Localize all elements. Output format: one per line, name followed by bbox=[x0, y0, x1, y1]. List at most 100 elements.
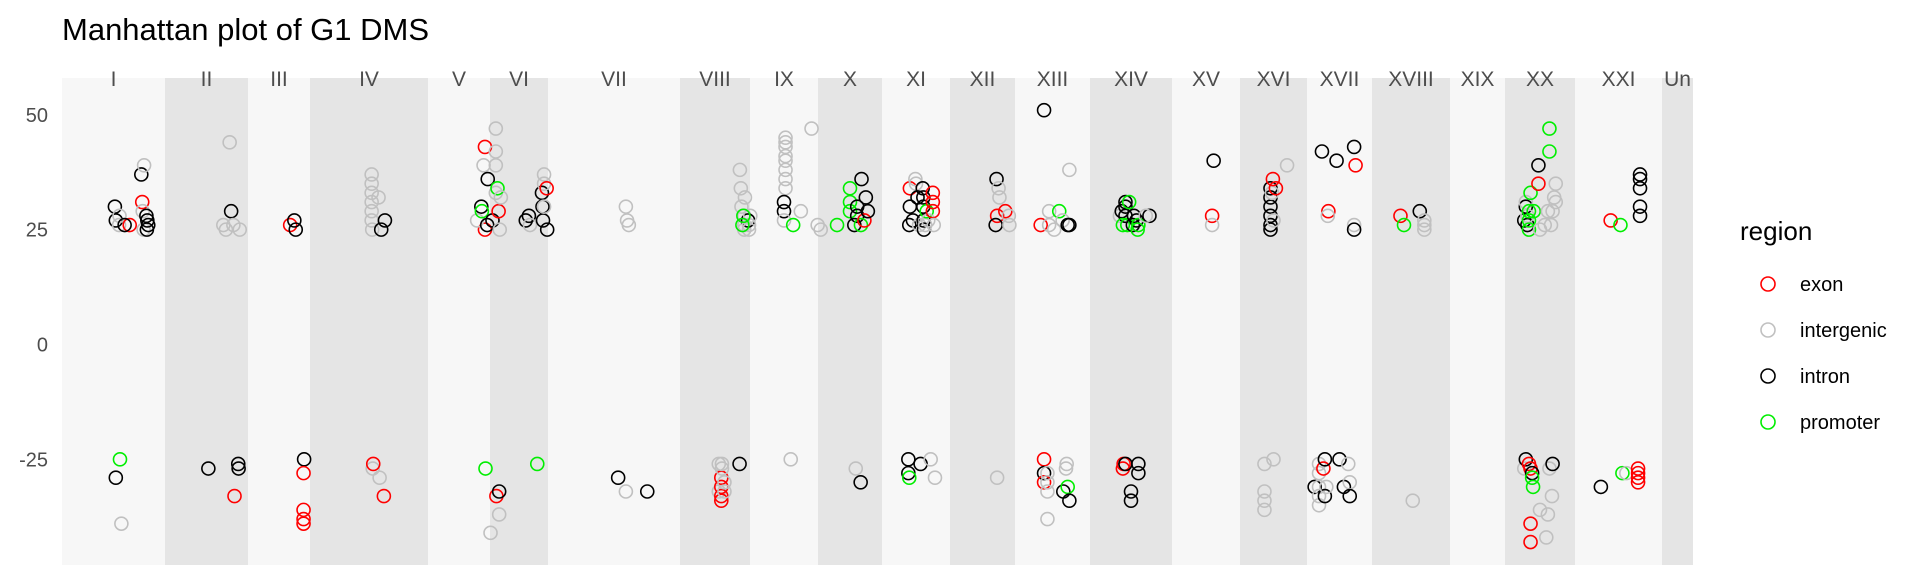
point-VIII-exon bbox=[713, 493, 729, 508]
point-IX-intergenic bbox=[778, 171, 793, 187]
legend-label-intergenic: intergenic bbox=[1800, 320, 1887, 342]
point-XX-intron bbox=[1518, 452, 1534, 467]
point-VIII-intron bbox=[732, 456, 747, 472]
point-IX-intron bbox=[776, 203, 792, 219]
point-V-exon bbox=[491, 203, 506, 219]
panel-bg-XI bbox=[882, 78, 950, 565]
point-VII-intergenic bbox=[618, 199, 634, 214]
point-III-intron bbox=[296, 452, 312, 467]
legend-key-intron bbox=[1760, 368, 1776, 384]
point-IX-intergenic bbox=[778, 153, 793, 168]
point-X-promoter bbox=[842, 194, 858, 210]
point-IX-intergenic bbox=[813, 222, 829, 237]
panel-bg-XIII bbox=[1015, 78, 1090, 565]
point-XV-exon bbox=[1204, 208, 1220, 224]
point-VII-intergenic bbox=[621, 217, 637, 233]
point-XVII-exon bbox=[1348, 157, 1363, 173]
y-tick-label: 0 bbox=[37, 334, 48, 356]
point-XVI-intergenic bbox=[1266, 452, 1281, 467]
point-XVI-exon bbox=[1268, 180, 1284, 196]
point-XVIII-promoter bbox=[1396, 217, 1412, 233]
point-XX-intron bbox=[1545, 456, 1560, 472]
point-XVII-intron bbox=[1346, 222, 1362, 237]
panel-bg-II bbox=[165, 78, 248, 565]
point-XX-intron bbox=[1516, 213, 1532, 228]
point-XIV-intron bbox=[1131, 456, 1146, 472]
point-XII-exon bbox=[989, 208, 1005, 224]
panel-bg-XII bbox=[950, 78, 1015, 565]
chart-title: Manhattan plot of G1 DMS bbox=[62, 12, 429, 47]
point-I-intron bbox=[134, 167, 149, 182]
point-XX-intergenic bbox=[1548, 176, 1564, 191]
point-V-intron bbox=[479, 217, 495, 233]
panel-bg-Un bbox=[1662, 78, 1693, 565]
point-XVII-intron bbox=[1329, 153, 1344, 168]
point-VIII-intergenic bbox=[714, 461, 730, 476]
point-VI-intron bbox=[535, 213, 551, 228]
point-IX-intron bbox=[776, 194, 792, 210]
point-I-intron bbox=[108, 213, 124, 228]
point-VII-intron bbox=[610, 470, 626, 486]
point-XVIII-intergenic bbox=[1417, 222, 1432, 237]
point-XIV-intergenic bbox=[1138, 208, 1154, 224]
y-tick-label: 50 bbox=[26, 105, 48, 127]
point-XX-intergenic bbox=[1540, 203, 1556, 219]
point-VII-intron bbox=[639, 484, 655, 499]
point-XVII-exon bbox=[1316, 461, 1331, 476]
panel-label-X: X bbox=[843, 68, 857, 91]
point-XVII-intron bbox=[1332, 452, 1347, 467]
point-XVI-intergenic bbox=[1257, 502, 1272, 518]
point-XXI-exon bbox=[1603, 213, 1618, 228]
point-XX-intergenic bbox=[1518, 194, 1534, 210]
point-XII-intergenic bbox=[1001, 208, 1017, 224]
point-IV-intergenic bbox=[364, 167, 379, 182]
point-XI-intron bbox=[916, 190, 931, 205]
point-XX-intergenic bbox=[1540, 507, 1556, 522]
point-X-intron bbox=[858, 190, 874, 205]
point-IV-intron bbox=[377, 213, 393, 228]
panel-label-XIII: XIII bbox=[1037, 68, 1069, 91]
point-V-promoter bbox=[478, 461, 493, 476]
point-XVII-intergenic bbox=[1319, 479, 1334, 495]
point-V-intergenic bbox=[491, 507, 507, 522]
point-XX-intergenic bbox=[1532, 502, 1548, 518]
point-XX-promoter bbox=[1525, 479, 1541, 495]
panel-label-XVII: XVII bbox=[1320, 68, 1360, 91]
point-VIII-intergenic bbox=[734, 199, 749, 214]
point-II-intron bbox=[223, 203, 239, 219]
point-IX-intergenic bbox=[778, 180, 793, 196]
panel-label-XVI: XVI bbox=[1257, 68, 1291, 91]
point-XX-intron bbox=[1531, 157, 1546, 173]
point-XIII-intergenic bbox=[1041, 217, 1057, 233]
panel-label-XI: XI bbox=[906, 68, 926, 91]
point-XIII-intergenic bbox=[1040, 475, 1055, 490]
point-IV-intergenic bbox=[364, 222, 380, 237]
panel-label-XIX: XIX bbox=[1461, 68, 1495, 91]
point-XVII-intron bbox=[1346, 139, 1362, 155]
panel-bg-XVII bbox=[1307, 78, 1372, 565]
panel-bg-IX bbox=[750, 78, 818, 565]
point-VI-intron bbox=[521, 208, 537, 224]
point-XIV-intron bbox=[1123, 484, 1139, 499]
panel-bg-XV bbox=[1172, 78, 1240, 565]
point-I-intergenic bbox=[114, 516, 129, 531]
point-VI-intron bbox=[534, 185, 550, 201]
point-III-exon bbox=[296, 516, 311, 531]
point-XVI-intergenic bbox=[1266, 213, 1281, 228]
panel-label-Un: Un bbox=[1664, 68, 1691, 91]
point-XX-promoter bbox=[1524, 470, 1540, 486]
point-XII-intron bbox=[989, 171, 1004, 187]
point-IX-intergenic bbox=[793, 203, 809, 219]
point-V-promoter bbox=[474, 203, 490, 219]
point-XX-intergenic bbox=[1543, 217, 1559, 233]
point-XI-intergenic bbox=[923, 452, 938, 467]
point-XV-intron bbox=[1206, 153, 1221, 168]
panel-bg-VII bbox=[548, 78, 680, 565]
panel-bg-VI bbox=[490, 78, 548, 565]
point-VIII-intergenic bbox=[717, 475, 732, 490]
panel-bg-XX bbox=[1505, 78, 1575, 565]
point-I-intergenic bbox=[111, 217, 127, 233]
point-X-intron bbox=[853, 475, 868, 490]
point-XX-promoter bbox=[1542, 144, 1557, 159]
